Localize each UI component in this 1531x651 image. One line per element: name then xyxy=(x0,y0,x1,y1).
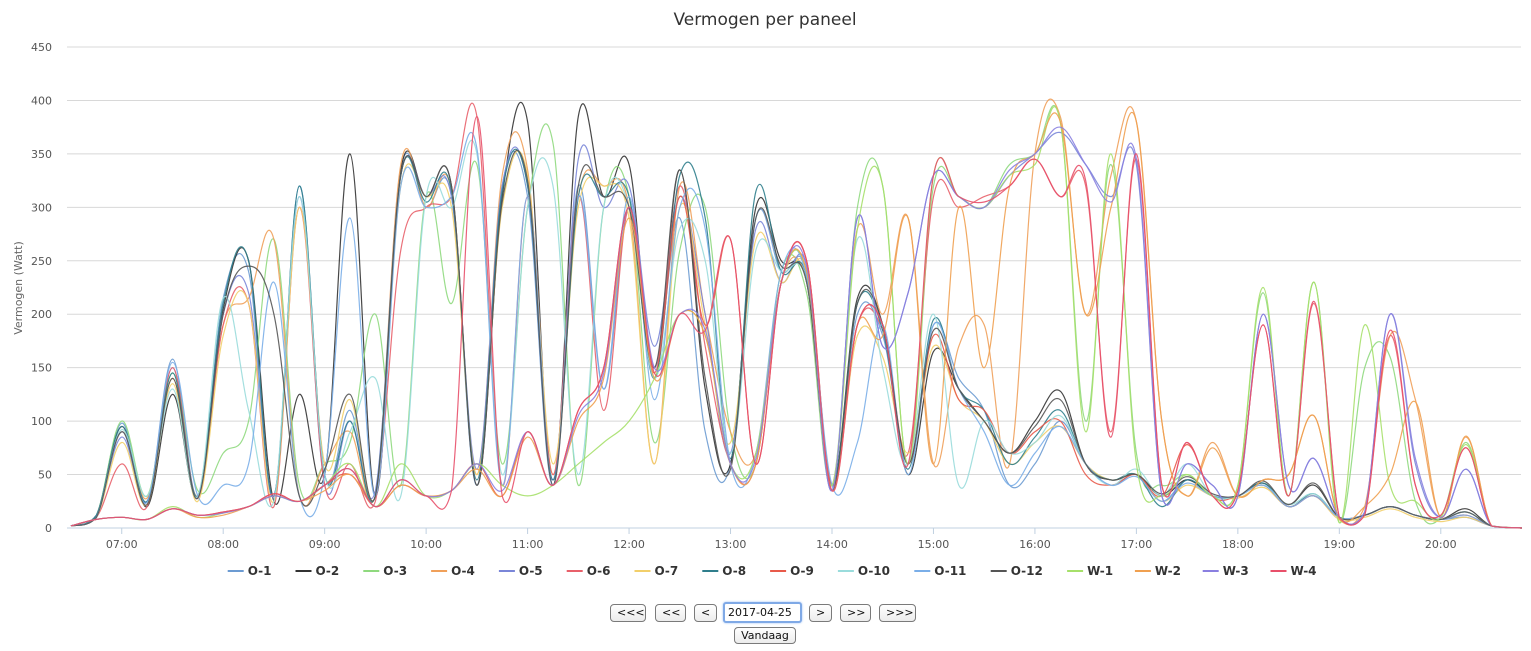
x-tick-label: 16:00 xyxy=(1019,538,1051,551)
next-day-button[interactable]: > xyxy=(809,604,832,622)
legend-label: W-2 xyxy=(1155,564,1181,578)
legend-item-o-9[interactable]: O-9 xyxy=(770,564,814,578)
legend-label: O-9 xyxy=(790,564,814,578)
x-tick-label: 14:00 xyxy=(816,538,848,551)
legend-item-o-6[interactable]: O-6 xyxy=(566,564,611,578)
chart-title: Vermogen per paneel xyxy=(673,10,856,30)
legend-label: O-8 xyxy=(722,564,746,578)
last-button[interactable]: >>> xyxy=(879,604,916,622)
date-navigation: <<< << < > >> >>> xyxy=(0,602,1531,624)
first-button[interactable]: <<< xyxy=(610,604,646,622)
y-tick-label: 250 xyxy=(31,255,52,268)
legend-label: O-2 xyxy=(316,564,340,578)
y-axis-label: Vermogen (Watt) xyxy=(12,241,25,335)
legend-item-o-2[interactable]: O-2 xyxy=(295,564,340,578)
y-tick-label: 0 xyxy=(45,522,52,535)
series-line-w-4 xyxy=(70,115,1523,529)
prev-week-button[interactable]: << xyxy=(655,604,686,622)
x-tick-label: 11:00 xyxy=(512,538,544,551)
date-input[interactable] xyxy=(723,602,802,623)
next-week-button[interactable]: >> xyxy=(840,604,871,622)
legend[interactable]: O-1 O-2 O-3 O-4 O-5 O-6 O-7 O-8 O-9 O-10 O-11 O-12 W… xyxy=(227,564,1317,578)
today-button[interactable]: Vandaag xyxy=(734,627,796,644)
legend-item-o-12[interactable]: O-12 xyxy=(990,564,1043,578)
series-lines xyxy=(70,98,1523,529)
legend-item-o-11[interactable]: O-11 xyxy=(914,564,966,578)
line-chart: Vermogen per paneel Vermogen (Watt) 0 50 1… xyxy=(12,10,1523,578)
gridlines xyxy=(67,46,1521,529)
legend-item-o-7[interactable]: O-7 xyxy=(634,564,679,578)
x-tick-label: 15:00 xyxy=(918,538,950,551)
y-tick-label: 300 xyxy=(31,201,52,214)
x-tick-label: 07:00 xyxy=(106,538,138,551)
x-tick-label: 09:00 xyxy=(309,538,341,551)
x-tick-label: 17:00 xyxy=(1121,538,1153,551)
legend-label: O-6 xyxy=(587,564,611,578)
x-tick-label: 18:00 xyxy=(1222,538,1254,551)
series-line-o-8 xyxy=(70,148,1523,529)
legend-label: O-10 xyxy=(858,564,890,578)
x-axis: 07:00 08:00 09:00 10:00 11:00 12:00 13:00 14:00… xyxy=(106,528,1457,551)
legend-item-w-4[interactable]: W-4 xyxy=(1270,564,1317,578)
y-tick-label: 400 xyxy=(31,94,52,107)
legend-label: O-12 xyxy=(1011,564,1043,578)
x-tick-label: 13:00 xyxy=(715,538,747,551)
legend-label: O-1 xyxy=(248,564,272,578)
y-tick-label: 450 xyxy=(31,41,52,54)
y-tick-label: 350 xyxy=(31,148,52,161)
series-line-o-5 xyxy=(70,131,1523,529)
x-tick-label: 12:00 xyxy=(613,538,645,551)
prev-day-button[interactable]: < xyxy=(694,604,717,622)
legend-item-o-3[interactable]: O-3 xyxy=(363,564,407,578)
series-line-o-11 xyxy=(70,131,1523,529)
y-tick-label: 100 xyxy=(31,415,52,428)
legend-label: W-3 xyxy=(1223,564,1249,578)
legend-item-w-3[interactable]: W-3 xyxy=(1202,564,1249,578)
y-axis: 0 50 100 150 200 250 300 350 400 450 xyxy=(31,41,52,535)
legend-label: W-4 xyxy=(1291,564,1317,578)
x-tick-label: 10:00 xyxy=(410,538,442,551)
y-tick-label: 50 xyxy=(38,469,52,482)
x-tick-label: 20:00 xyxy=(1425,538,1457,551)
legend-label: O-11 xyxy=(934,564,966,578)
legend-item-o-4[interactable]: O-4 xyxy=(431,564,475,578)
legend-label: O-5 xyxy=(519,564,543,578)
series-line-w-3 xyxy=(70,126,1523,529)
legend-item-w-1[interactable]: W-1 xyxy=(1067,564,1113,578)
y-tick-label: 150 xyxy=(31,362,52,375)
legend-item-o-8[interactable]: O-8 xyxy=(702,564,746,578)
series-line-o-10 xyxy=(70,139,1523,529)
y-tick-label: 200 xyxy=(31,308,52,321)
legend-label: O-7 xyxy=(655,564,679,578)
legend-item-o-10[interactable]: O-10 xyxy=(837,564,890,578)
legend-item-w-2[interactable]: W-2 xyxy=(1134,564,1181,578)
legend-item-o-5[interactable]: O-5 xyxy=(498,564,543,578)
legend-item-o-1[interactable]: O-1 xyxy=(227,564,272,578)
legend-label: O-4 xyxy=(451,564,475,578)
x-tick-label: 19:00 xyxy=(1323,538,1355,551)
legend-label: W-1 xyxy=(1087,564,1113,578)
legend-label: O-3 xyxy=(383,564,407,578)
x-tick-label: 08:00 xyxy=(207,538,239,551)
